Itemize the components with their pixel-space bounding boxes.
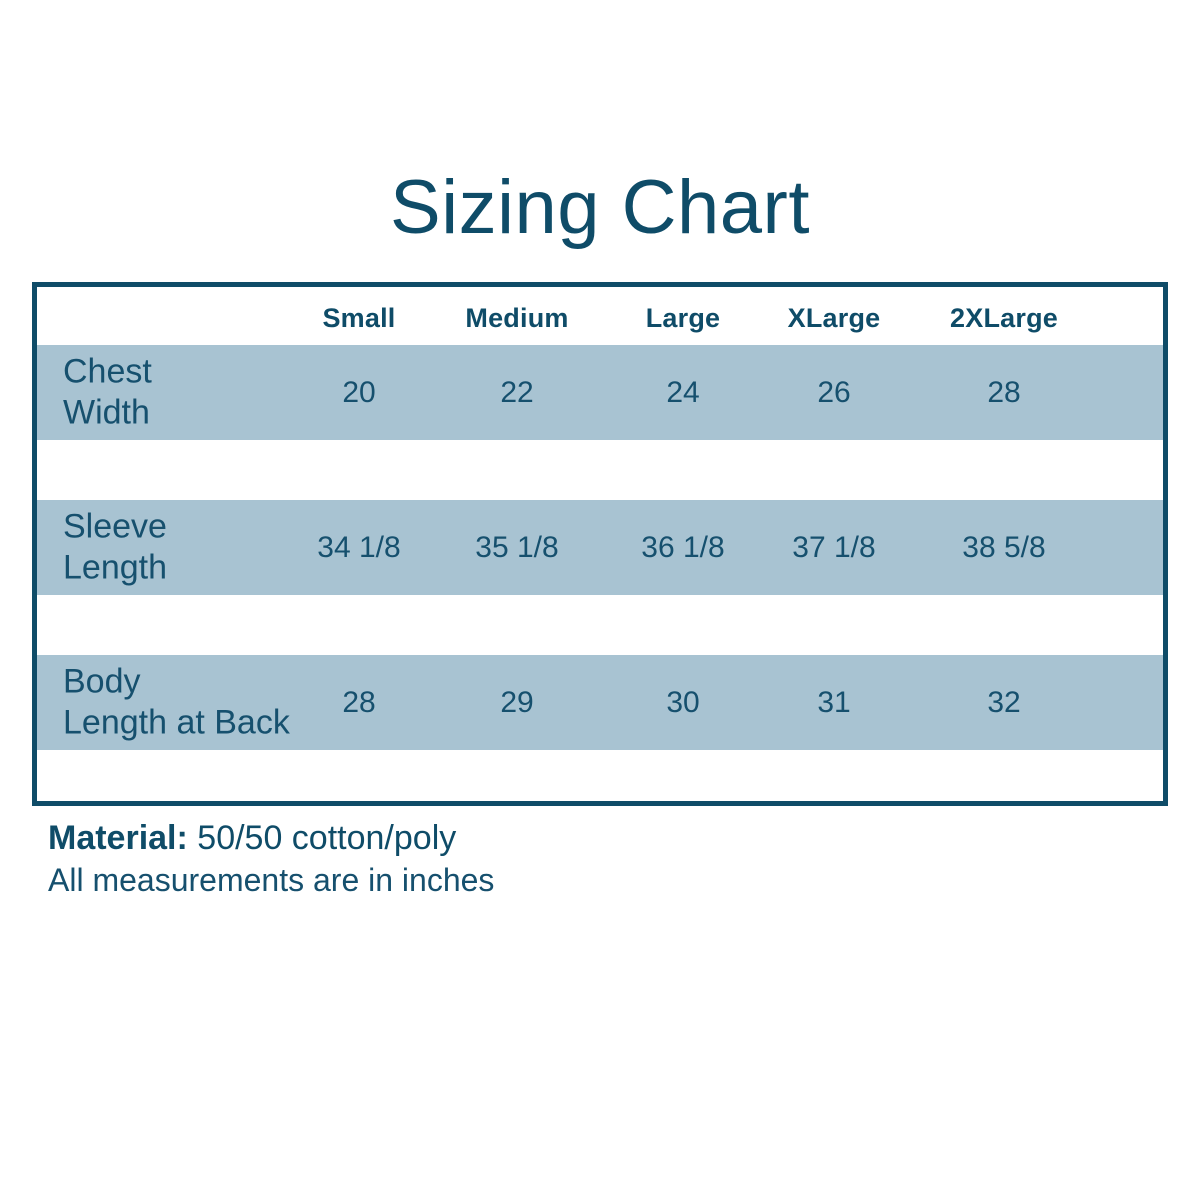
column-header-2xlarge: 2XLarge <box>950 303 1058 333</box>
row-label-body-length-at-back: Body Length at Back <box>63 661 290 744</box>
cell-body-length-2xlarge: 32 <box>987 685 1021 719</box>
sizing-table: Small Medium Large XLarge 2XLarge Chest … <box>32 282 1168 806</box>
cell-chest-width-xlarge: 26 <box>817 375 851 409</box>
measurement-note: All measurements are in inches <box>48 862 495 899</box>
row-label-chest-width: Chest Width <box>63 351 152 434</box>
column-header-xlarge: XLarge <box>787 303 881 333</box>
row-label-sleeve-length: Sleeve Length <box>63 506 167 589</box>
cell-sleeve-length-large: 36 1/8 <box>641 530 725 564</box>
row-label-line-1: Body <box>63 662 141 701</box>
footer-notes: Material: 50/50 cotton/poly All measurem… <box>48 818 948 902</box>
cell-body-length-xlarge: 31 <box>817 685 851 719</box>
cell-body-length-large: 30 <box>666 685 700 719</box>
cell-chest-width-2xlarge: 28 <box>987 375 1021 409</box>
page-title: Sizing Chart <box>390 165 810 250</box>
material-note: Material: 50/50 cotton/poly <box>48 818 948 858</box>
material-value: 50/50 cotton/poly <box>197 819 457 857</box>
cell-sleeve-length-medium: 35 1/8 <box>475 530 559 564</box>
cell-sleeve-length-2xlarge: 38 5/8 <box>962 530 1046 564</box>
cell-sleeve-length-xlarge: 37 1/8 <box>792 530 876 564</box>
table-row-body-length-at-back: Body Length at Back 28 29 30 31 32 <box>37 655 1163 750</box>
column-header-large: Large <box>645 303 721 333</box>
cell-chest-width-medium: 22 <box>500 375 534 409</box>
row-label-line-1: Sleeve <box>63 507 167 546</box>
cell-body-length-small: 28 <box>342 685 376 719</box>
material-label: Material: <box>48 819 188 857</box>
row-label-line-2: Length at Back <box>63 703 290 742</box>
table-row-chest-width: Chest Width 20 22 24 26 28 <box>37 345 1163 440</box>
table-header-row: Small Medium Large XLarge 2XLarge <box>37 287 1163 345</box>
table-row-sleeve-length: Sleeve Length 34 1/8 35 1/8 36 1/8 37 1/… <box>37 500 1163 595</box>
column-header-medium: Medium <box>465 303 569 333</box>
cell-chest-width-small: 20 <box>342 375 376 409</box>
column-header-small: Small <box>322 303 396 333</box>
cell-chest-width-large: 24 <box>666 375 700 409</box>
row-label-line-2: Length <box>63 548 167 587</box>
cell-body-length-medium: 29 <box>500 685 534 719</box>
sizing-table-body: Small Medium Large XLarge 2XLarge Chest … <box>37 287 1163 801</box>
row-label-line-1: Chest <box>63 352 152 391</box>
cell-sleeve-length-small: 34 1/8 <box>317 530 401 564</box>
row-label-line-2: Width <box>63 393 150 432</box>
